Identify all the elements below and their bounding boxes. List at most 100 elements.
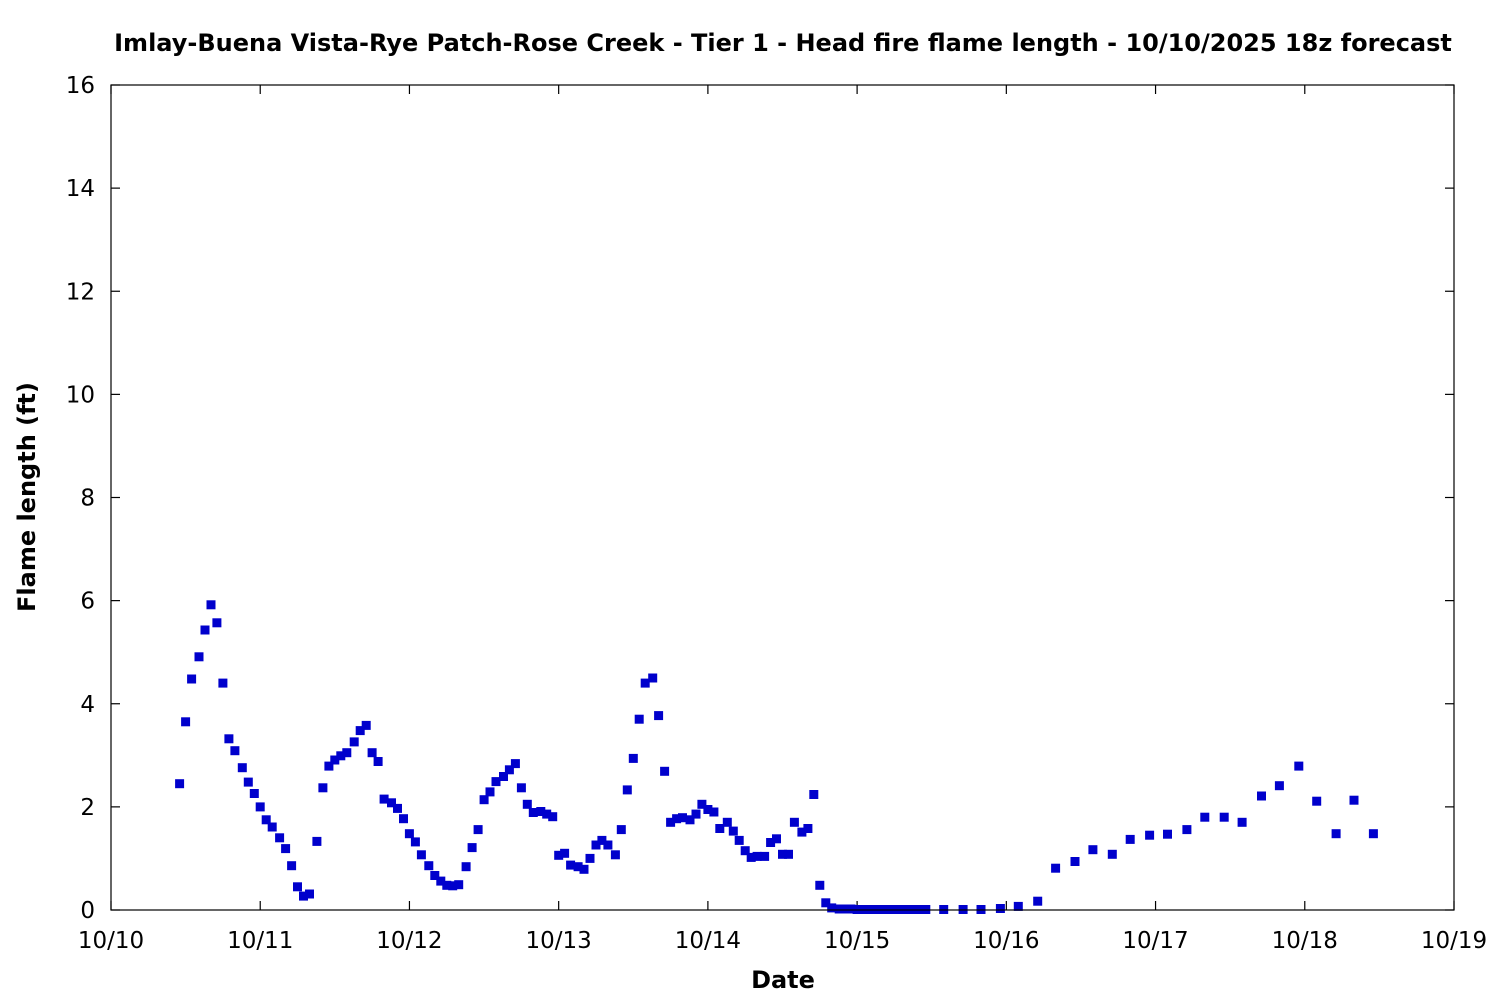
data-point (591, 840, 601, 850)
x-tick-label: 10/11 (227, 928, 293, 954)
data-point (1294, 761, 1304, 771)
y-axis: 0 2 4 6 8 10 12 14 16 (66, 73, 1454, 924)
data-point (522, 799, 532, 809)
data-point (1163, 829, 1172, 839)
data-point (267, 822, 277, 832)
data-point (442, 880, 452, 890)
data-point (249, 789, 259, 798)
data-point (404, 829, 414, 839)
data-point (1349, 795, 1359, 805)
data-point (243, 777, 253, 787)
data-point (181, 717, 191, 727)
data-point (467, 843, 477, 853)
data-point (566, 860, 576, 870)
data-point (410, 837, 420, 847)
data-point (261, 815, 271, 825)
data-point (1145, 830, 1155, 840)
data-point (809, 790, 819, 799)
data-point (821, 898, 831, 908)
x-axis: 10/10 10/11 10/12 10/13 10/14 10/15 10/16 10/17… (78, 85, 1487, 954)
data-point (230, 746, 240, 756)
data-point (212, 618, 222, 628)
data-point (255, 802, 265, 812)
data-point (666, 817, 676, 827)
data-point (1125, 834, 1135, 844)
data-point (516, 783, 526, 793)
data-point (349, 737, 359, 747)
data-point (342, 748, 352, 758)
data-point (448, 881, 458, 891)
data-point (479, 795, 489, 805)
y-tick-label: 12 (66, 279, 95, 305)
data-point (528, 808, 538, 817)
data-point (789, 817, 799, 827)
data-point (336, 751, 346, 761)
data-point (846, 904, 856, 914)
data-point (542, 809, 552, 819)
x-tick-label: 10/14 (675, 928, 741, 954)
data-point (678, 813, 687, 823)
data-point (367, 748, 377, 758)
data-point (1070, 857, 1080, 866)
data-point (510, 759, 520, 769)
data-point (436, 876, 446, 886)
data-points (175, 600, 1378, 914)
data-point (287, 861, 297, 871)
data-point (685, 815, 695, 825)
data-point (491, 777, 501, 787)
x-tick-label: 10/13 (526, 928, 592, 954)
data-point (1237, 817, 1247, 827)
x-tick-label: 10/18 (1272, 928, 1338, 954)
data-point (548, 812, 558, 822)
data-point (194, 652, 204, 662)
data-point (560, 848, 570, 858)
data-point (640, 678, 650, 688)
data-point (1182, 825, 1192, 835)
x-tick-label: 10/10 (78, 928, 144, 954)
x-tick-label: 10/15 (824, 928, 890, 954)
data-point (634, 714, 644, 724)
data-point (660, 766, 670, 776)
data-point (648, 673, 658, 683)
data-point (585, 853, 595, 863)
chart-title: Imlay-Buena Vista-Rye Patch-Rose Creek -… (114, 29, 1452, 57)
data-point (206, 600, 216, 610)
x-tick-label: 10/16 (973, 928, 1039, 954)
data-point (840, 904, 850, 914)
data-point (703, 805, 713, 814)
data-point (1200, 812, 1210, 822)
data-point (579, 864, 589, 874)
data-point (361, 720, 371, 730)
data-point (597, 835, 607, 845)
data-point (424, 861, 434, 871)
data-point (312, 836, 322, 846)
data-point (616, 825, 626, 835)
data-point (728, 826, 738, 836)
data-point (778, 849, 787, 859)
data-point (691, 809, 701, 819)
data-point (224, 734, 234, 744)
data-point (393, 803, 402, 813)
data-point (1312, 796, 1322, 806)
data-point (1257, 791, 1266, 801)
data-point (1013, 901, 1023, 911)
data-point (200, 625, 210, 635)
data-point (473, 825, 483, 835)
data-point (355, 726, 365, 736)
data-point (293, 882, 302, 892)
data-point (379, 794, 389, 804)
data-point (299, 891, 308, 901)
data-point (485, 787, 495, 797)
data-point (237, 763, 247, 773)
data-point (834, 904, 844, 914)
data-point (740, 846, 750, 856)
data-point (654, 711, 664, 721)
x-tick-label: 10/12 (376, 928, 442, 954)
plot-frame (110, 84, 1455, 911)
data-point (697, 799, 707, 809)
data-point (504, 765, 514, 775)
data-point (573, 862, 583, 872)
data-point (430, 871, 440, 880)
data-point (416, 850, 426, 860)
